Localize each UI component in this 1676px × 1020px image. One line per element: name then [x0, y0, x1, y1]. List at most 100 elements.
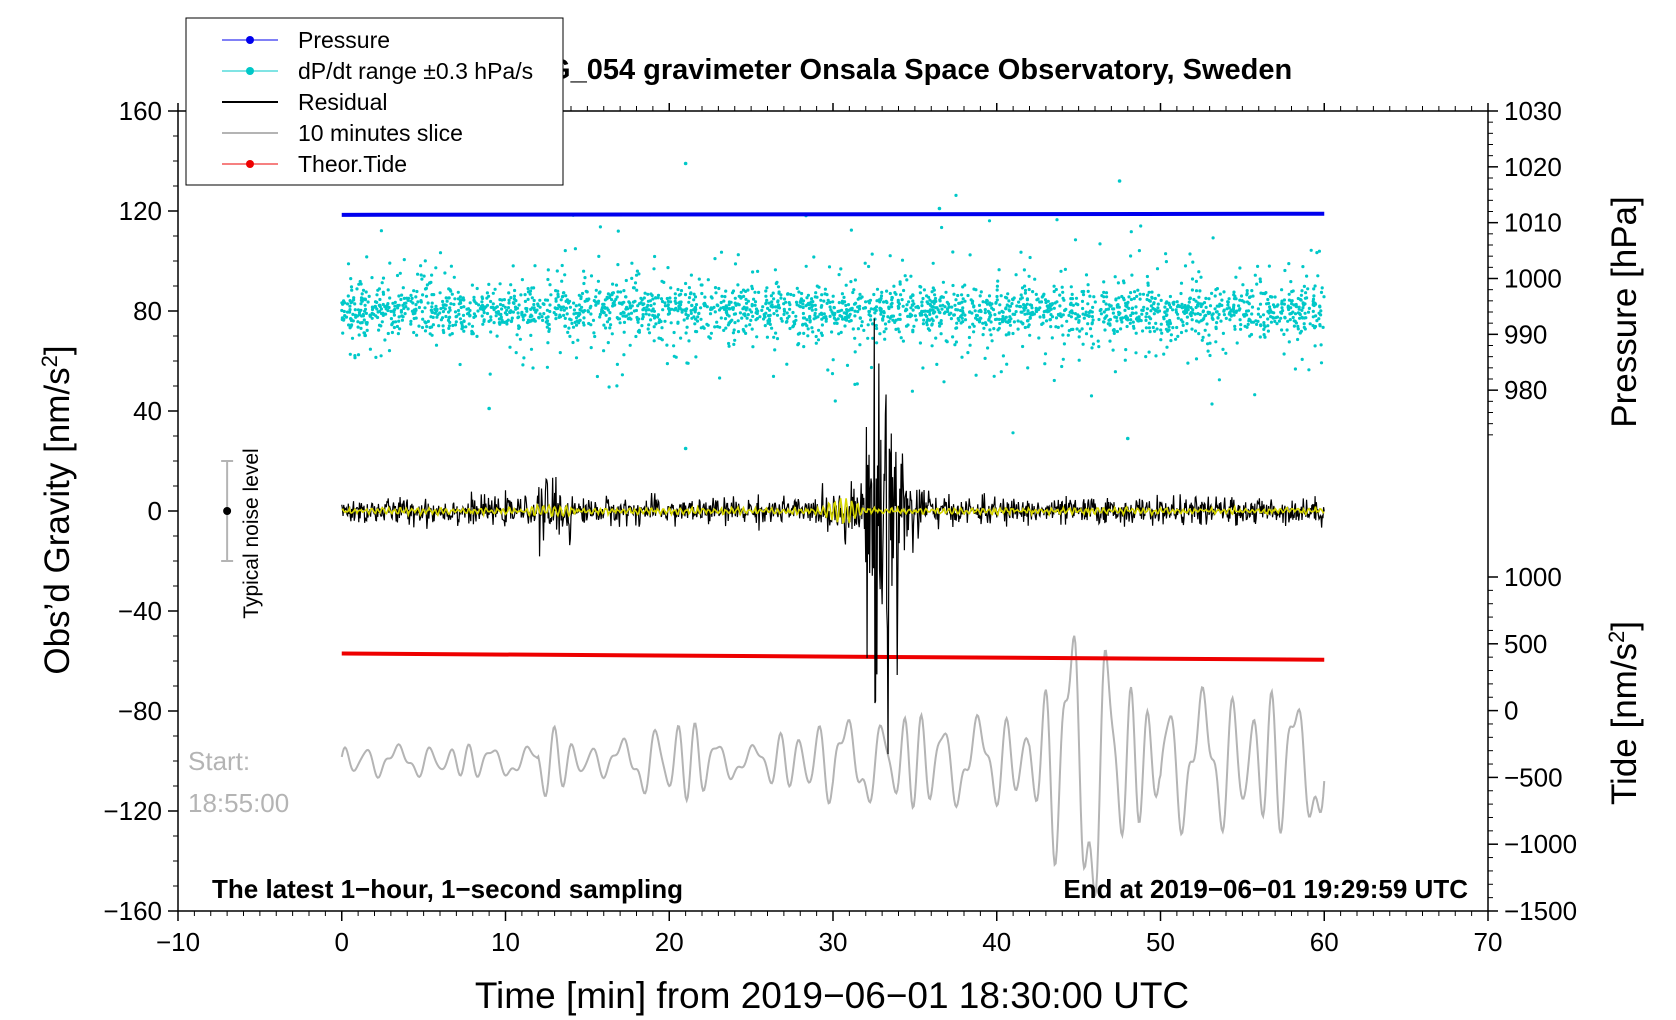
dpdt-point — [1061, 290, 1065, 294]
dpdt-point — [517, 326, 521, 330]
dpdt-point — [489, 315, 493, 319]
dpdt-point — [837, 332, 841, 336]
dpdt-point — [589, 346, 593, 350]
pressure-tick-label: 980 — [1504, 375, 1547, 405]
dpdt-point — [1048, 318, 1052, 322]
dpdt-point — [1192, 297, 1196, 302]
x-tick-label: 70 — [1474, 927, 1503, 957]
dpdt-point — [814, 334, 818, 339]
dpdt-point — [708, 312, 713, 316]
dpdt-point — [1017, 300, 1021, 304]
dpdt-point — [652, 339, 656, 343]
dpdt-point — [1207, 297, 1211, 301]
dpdt-point — [1318, 324, 1322, 328]
dpdt-point — [942, 380, 946, 384]
dpdt-point — [727, 307, 731, 311]
dpdt-point — [744, 297, 748, 301]
dpdt-point — [837, 273, 841, 277]
dpdt-point — [356, 320, 360, 324]
dpdt-point — [649, 303, 653, 308]
dpdt-point — [444, 314, 448, 319]
dpdt-point — [831, 294, 835, 298]
dpdt-point — [860, 295, 864, 299]
dpdt-point — [346, 262, 351, 266]
dpdt-point — [746, 299, 751, 303]
dpdt-point — [1084, 332, 1089, 336]
dpdt-point — [693, 310, 697, 314]
dpdt-point — [530, 296, 534, 300]
dpdt-point — [788, 303, 792, 307]
dpdt-point — [525, 309, 529, 313]
dpdt-point — [473, 300, 477, 304]
dpdt-point — [602, 302, 606, 306]
dpdt-point — [832, 316, 837, 320]
dpdt-point — [1300, 316, 1305, 320]
dpdt-point — [1221, 331, 1225, 335]
dpdt-point — [851, 327, 855, 331]
dpdt-point — [1033, 277, 1037, 281]
dpdt-point — [668, 296, 672, 300]
dpdt-point — [386, 288, 390, 292]
dpdt-point — [391, 320, 395, 324]
dpdt-point — [979, 309, 983, 314]
dpdt-point — [754, 318, 758, 322]
dpdt-point — [928, 312, 932, 316]
dpdt-point — [1298, 331, 1302, 335]
dpdt-point — [1280, 311, 1284, 315]
dpdt-point — [349, 277, 353, 281]
residual-line — [341, 318, 1325, 755]
dpdt-point — [782, 312, 786, 316]
dpdt-point — [750, 284, 754, 288]
dpdt-point — [794, 300, 799, 304]
dpdt-point — [765, 298, 769, 302]
dpdt-point — [1000, 317, 1004, 321]
dpdt-point — [1129, 297, 1133, 302]
dpdt-point — [1308, 322, 1312, 326]
dpdt-point — [1013, 312, 1017, 316]
dpdt-point — [615, 384, 619, 388]
dpdt-point — [1137, 319, 1141, 323]
dpdt-point — [357, 311, 362, 315]
dpdt-point — [1054, 325, 1058, 329]
dpdt-point — [875, 299, 879, 303]
dpdt-point — [627, 312, 631, 316]
dpdt-point — [868, 298, 873, 302]
dpdt-point — [1104, 291, 1109, 295]
dpdt-point — [1216, 316, 1220, 320]
dpdt-point — [574, 304, 578, 308]
dpdt-point — [1245, 289, 1249, 293]
dpdt-point — [906, 314, 910, 318]
dpdt-point — [498, 298, 502, 302]
dpdt-point — [505, 308, 509, 312]
dpdt-outlier — [937, 206, 942, 211]
dpdt-point — [454, 315, 458, 319]
dpdt-point — [437, 324, 441, 328]
dpdt-point — [989, 320, 993, 324]
dpdt-point — [904, 307, 908, 311]
dpdt-point — [1203, 328, 1207, 332]
dpdt-point — [498, 302, 503, 307]
dpdt-point — [341, 331, 345, 335]
dpdt-point — [356, 325, 360, 329]
dpdt-point — [879, 307, 883, 311]
dpdt-point — [521, 318, 526, 322]
y-tick-label: 0 — [148, 496, 162, 526]
dpdt-point — [804, 264, 808, 268]
dpdt-point — [1199, 304, 1203, 309]
dpdt-point — [1157, 293, 1161, 297]
dpdt-point — [1179, 330, 1184, 335]
dpdt-point — [1165, 345, 1169, 349]
dpdt-point — [831, 358, 835, 362]
dpdt-point — [362, 318, 366, 322]
dpdt-point — [477, 303, 481, 307]
dpdt-point — [1008, 304, 1013, 308]
dpdt-point — [858, 292, 862, 296]
dpdt-point — [1273, 319, 1277, 323]
dpdt-point — [1164, 260, 1168, 264]
dpdt-point — [555, 269, 559, 273]
dpdt-point — [706, 323, 710, 327]
dpdt-point — [1043, 362, 1047, 366]
dpdt-point — [431, 323, 435, 327]
dpdt-point — [684, 331, 688, 335]
dpdt-point — [512, 294, 517, 298]
